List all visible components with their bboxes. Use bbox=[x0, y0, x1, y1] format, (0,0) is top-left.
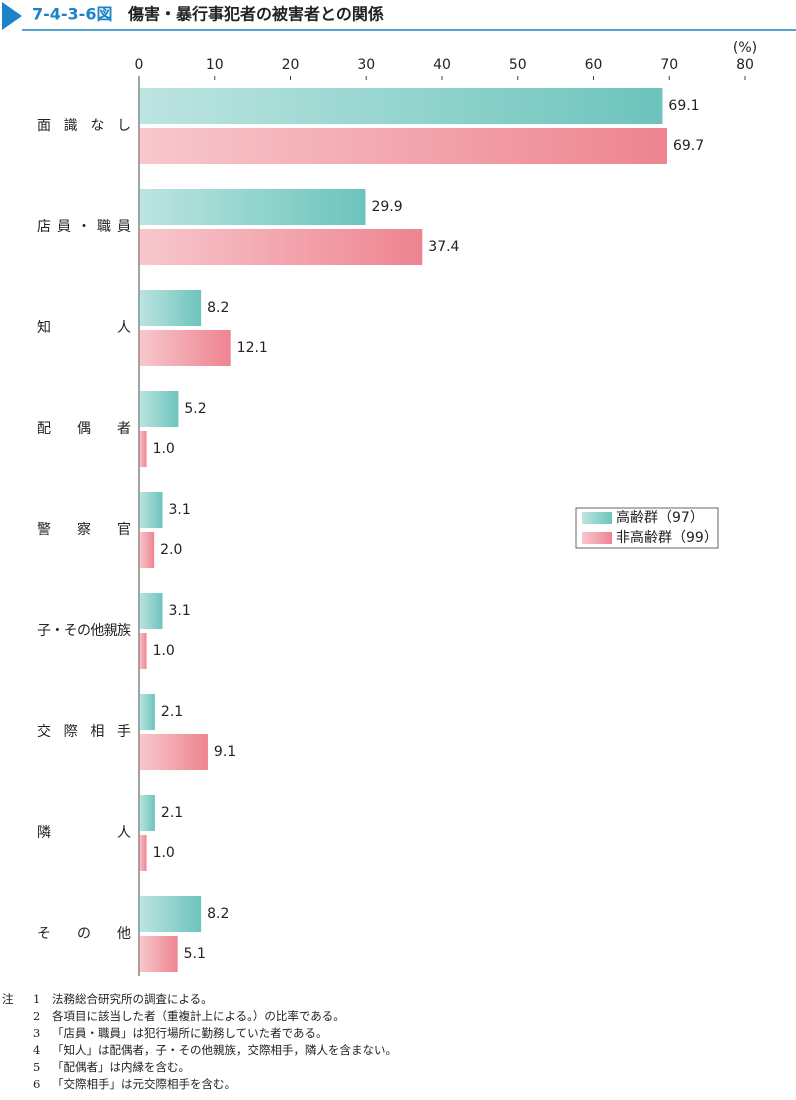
bar bbox=[139, 694, 155, 730]
note-text: 「知人」は配偶者，子・その他親族，交際相手，隣人を含まない。 bbox=[52, 1043, 397, 1057]
figure-number: 7-4-3-6図 bbox=[32, 5, 112, 24]
legend-label: 非高齢群（99） bbox=[616, 529, 718, 546]
bar bbox=[139, 795, 155, 831]
bar bbox=[139, 593, 163, 629]
note-number: 4 bbox=[33, 1043, 40, 1057]
category-label: 交際相手 bbox=[37, 723, 131, 740]
note-number: 5 bbox=[33, 1060, 40, 1074]
value-label: 1.0 bbox=[153, 845, 175, 861]
x-tick-label: 60 bbox=[585, 57, 603, 73]
note-number: 3 bbox=[33, 1026, 40, 1040]
bar bbox=[139, 532, 155, 568]
category-label: 店員・職員 bbox=[37, 219, 131, 235]
category-label: 警察官 bbox=[37, 521, 131, 538]
bar bbox=[139, 936, 178, 972]
header-marker bbox=[2, 2, 22, 30]
value-label: 5.2 bbox=[184, 401, 206, 417]
value-label: 69.7 bbox=[673, 138, 704, 154]
value-label: 2.1 bbox=[161, 805, 183, 821]
category-label: 知人 bbox=[37, 319, 131, 336]
value-label: 3.1 bbox=[168, 502, 190, 518]
legend-label: 高齢群（97） bbox=[616, 509, 704, 526]
bar bbox=[139, 431, 147, 467]
bar bbox=[139, 896, 202, 932]
unit-label: (%) bbox=[733, 40, 757, 56]
value-label: 1.0 bbox=[153, 643, 175, 659]
note-text: 「店員・職員」は犯行場所に勤務していた者である。 bbox=[52, 1026, 328, 1040]
bar bbox=[139, 290, 202, 326]
value-label: 2.1 bbox=[161, 704, 183, 720]
value-label: 5.1 bbox=[184, 946, 206, 962]
category-label: 子・その他親族 bbox=[37, 623, 131, 639]
notes-label: 注 bbox=[2, 992, 14, 1006]
value-label: 8.2 bbox=[207, 906, 229, 922]
bar bbox=[139, 229, 423, 265]
category-label: 配偶者 bbox=[37, 421, 131, 437]
x-tick-label: 0 bbox=[135, 57, 144, 73]
chart-title: 傷害・暴行事犯者の被害者との関係 bbox=[127, 5, 384, 24]
legend-swatch bbox=[582, 532, 612, 544]
x-tick-label: 10 bbox=[206, 57, 224, 73]
bar bbox=[139, 633, 147, 669]
note-number: 6 bbox=[33, 1077, 40, 1091]
value-label: 69.1 bbox=[668, 98, 699, 114]
value-label: 2.0 bbox=[160, 542, 182, 558]
value-label: 29.9 bbox=[371, 199, 402, 215]
x-tick-label: 20 bbox=[282, 57, 300, 73]
x-tick-label: 70 bbox=[660, 57, 678, 73]
category-label: 面識なし bbox=[37, 118, 131, 134]
note-text: 「配偶者」は内縁を含む。 bbox=[52, 1060, 190, 1074]
bar bbox=[139, 330, 231, 366]
bar bbox=[139, 835, 147, 871]
note-number: 2 bbox=[33, 1009, 40, 1023]
bar bbox=[139, 88, 663, 124]
category-label: 隣人 bbox=[37, 825, 131, 841]
x-tick-label: 50 bbox=[509, 57, 527, 73]
value-label: 37.4 bbox=[428, 239, 459, 255]
value-label: 8.2 bbox=[207, 300, 229, 316]
category-label: その他 bbox=[37, 926, 131, 942]
x-tick-label: 40 bbox=[433, 57, 451, 73]
x-tick-label: 80 bbox=[736, 57, 754, 73]
legend-swatch bbox=[582, 512, 612, 524]
note-text: 各項目に該当した者（重複計上による。）の比率である。 bbox=[52, 1009, 345, 1023]
value-label: 9.1 bbox=[214, 744, 236, 760]
note-number: 1 bbox=[33, 992, 40, 1006]
note-text: 「交際相手」は元交際相手を含む。 bbox=[52, 1077, 236, 1091]
bar bbox=[139, 734, 208, 770]
bar bbox=[139, 391, 179, 427]
note-text: 法務総合研究所の調査による。 bbox=[52, 992, 213, 1006]
value-label: 1.0 bbox=[153, 441, 175, 457]
value-label: 3.1 bbox=[168, 603, 190, 619]
value-label: 12.1 bbox=[237, 340, 268, 356]
bar bbox=[139, 128, 667, 164]
bar bbox=[139, 189, 366, 225]
x-tick-label: 30 bbox=[357, 57, 375, 73]
bar bbox=[139, 492, 163, 528]
